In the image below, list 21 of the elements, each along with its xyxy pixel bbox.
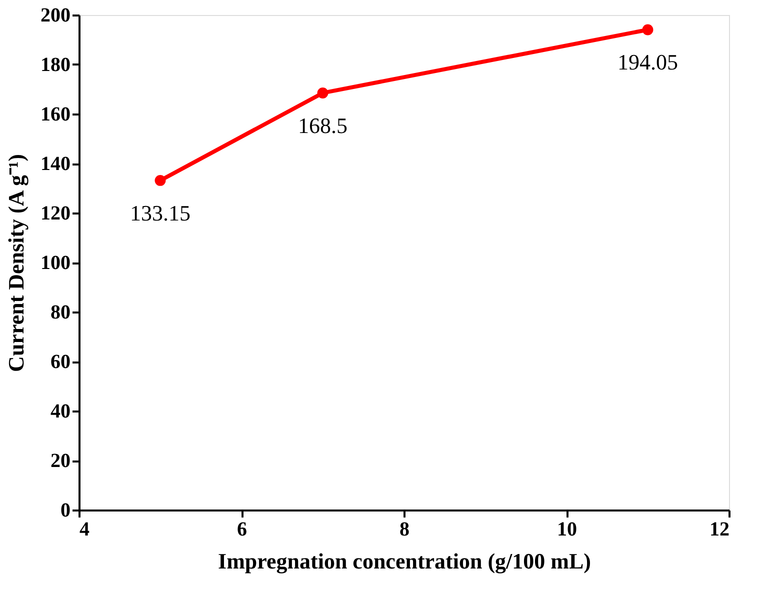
y-tick-label: 80 — [50, 302, 70, 324]
y-axis-title: Current Density (A g⁻¹) — [4, 154, 28, 372]
y-tick-label: 180 — [40, 54, 70, 76]
y-tick-label: 200 — [40, 4, 70, 26]
data-label: 194.05 — [618, 50, 678, 75]
x-tick-label: 8 — [400, 518, 410, 540]
data-label: 168.5 — [298, 112, 348, 138]
y-tick-label: 20 — [50, 450, 70, 472]
y-tick-label: 140 — [40, 153, 70, 175]
x-tick-label: 4 — [80, 518, 90, 540]
y-tick-label: 120 — [40, 202, 70, 224]
x-tick-label: 12 — [710, 518, 730, 540]
x-axis-title: Impregnation concentration (g/100 mL) — [218, 548, 591, 574]
y-tick-label: 0 — [60, 500, 70, 522]
y-tick-label: 40 — [50, 400, 70, 422]
x-tick-label: 6 — [237, 518, 247, 540]
y-tick-label: 60 — [50, 351, 70, 373]
x-tick-label: 10 — [557, 518, 577, 540]
y-tick-label: 160 — [40, 104, 70, 126]
y-tick-label: 100 — [40, 252, 70, 274]
data-label: 133.15 — [130, 200, 190, 226]
